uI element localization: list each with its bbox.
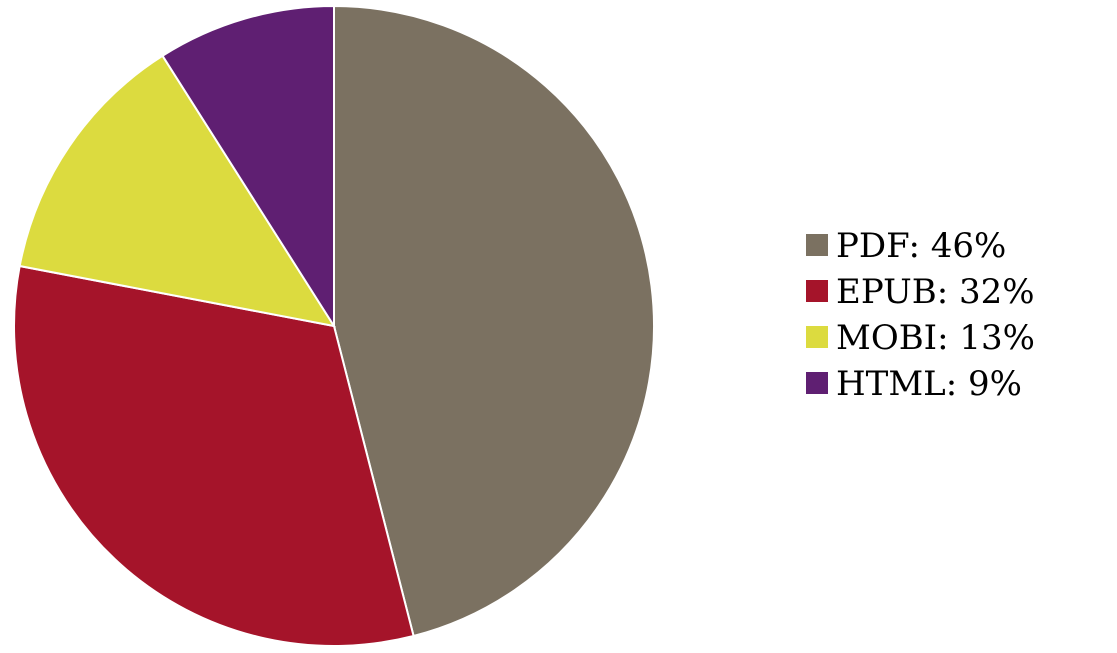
legend-item-mobi: MOBI: 13% [806, 318, 1035, 358]
legend-label-pdf: PDF: 46% [836, 226, 1006, 266]
legend-swatch-pdf [806, 234, 828, 256]
legend-label-epub: EPUB: 32% [836, 272, 1035, 312]
pie-slice-pdf [333, 4, 655, 638]
legend: PDF: 46% EPUB: 32% MOBI: 13% HTML: 9% [806, 226, 1035, 404]
legend-swatch-mobi [806, 326, 828, 348]
legend-swatch-epub [806, 280, 828, 302]
legend-label-mobi: MOBI: 13% [836, 318, 1035, 358]
legend-item-html: HTML: 9% [806, 364, 1022, 404]
pie-slice-mobi [18, 54, 337, 328]
legend-swatch-html [806, 372, 828, 394]
legend-item-epub: EPUB: 32% [806, 272, 1035, 312]
pie-slice-epub [13, 264, 415, 647]
legend-label-html: HTML: 9% [836, 364, 1022, 404]
pie-slice-html [161, 4, 335, 330]
pie-slices [13, 4, 655, 647]
legend-item-pdf: PDF: 46% [806, 226, 1006, 266]
